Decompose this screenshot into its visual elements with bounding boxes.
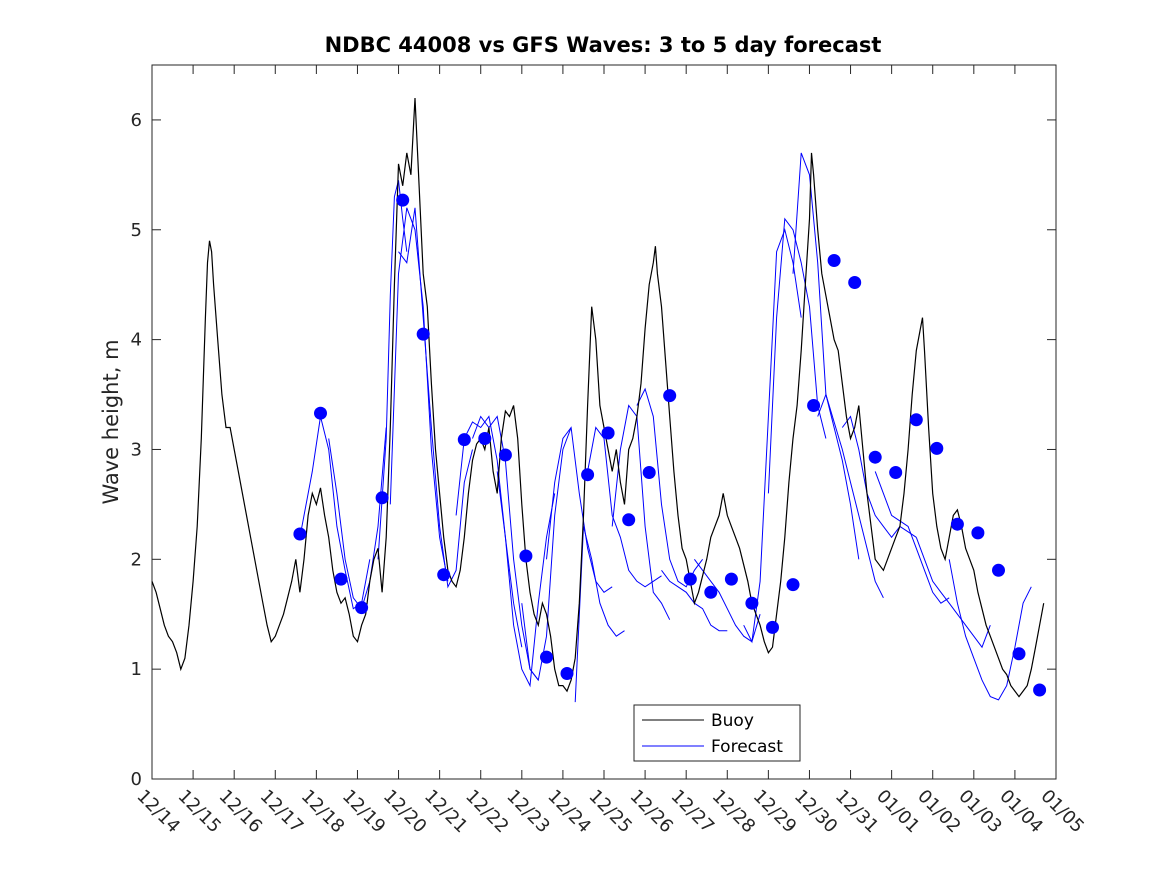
y-tick-label: 6 — [131, 110, 142, 131]
forecast-line — [587, 426, 662, 588]
forecast-marker — [848, 276, 862, 289]
x-tick-label: 12/31 — [831, 786, 883, 838]
forecast-marker — [786, 578, 800, 592]
data-layer — [151, 97, 1047, 703]
forecast-marker — [375, 491, 389, 505]
forecast-marker — [930, 441, 944, 455]
forecast-marker — [868, 450, 882, 464]
y-tick-label: 4 — [131, 330, 142, 351]
x-tick-label: 12/19 — [338, 786, 390, 838]
forecast-line — [767, 217, 827, 494]
forecast-marker — [663, 389, 677, 403]
x-tick-label: 12/16 — [215, 786, 267, 838]
forecast-marker — [498, 448, 512, 462]
x-tick-label: 12/24 — [543, 786, 595, 838]
forecast-marker — [540, 650, 553, 664]
x-tick-label: 12/26 — [626, 786, 678, 838]
forecast-marker — [992, 563, 1005, 577]
forecast-marker — [766, 620, 779, 634]
legend: Buoy Forecast — [633, 704, 801, 762]
forecast-marker — [457, 433, 471, 447]
forecast-marker — [293, 527, 307, 541]
forecast-marker — [622, 513, 636, 527]
forecast-marker — [950, 517, 964, 531]
forecast-line — [611, 404, 671, 620]
forecast-marker — [827, 254, 841, 267]
legend-box — [633, 704, 801, 762]
forecast-line — [546, 426, 613, 593]
x-tick-label: 12/23 — [502, 786, 554, 838]
x-tick-label: 12/28 — [708, 786, 760, 838]
forecast-marker — [745, 596, 759, 610]
forecast-line — [398, 207, 473, 589]
legend-buoy-label: Buoy — [711, 711, 754, 731]
x-tick-label: 01/05 — [1036, 786, 1088, 838]
forecast-line — [693, 559, 761, 643]
forecast-marker — [396, 193, 410, 207]
forecast-line — [915, 537, 991, 649]
legend-forecast-label: Forecast — [711, 737, 783, 757]
y-tick-label: 3 — [131, 439, 142, 460]
forecast-line — [817, 392, 884, 599]
y-tick-label: 2 — [131, 549, 142, 570]
chart-title: NDBC 44008 vs GFS Waves: 3 to 5 day fore… — [325, 33, 882, 57]
x-tick-label: 12/15 — [174, 786, 226, 838]
x-tick-label: 12/27 — [667, 786, 719, 838]
forecast-line — [496, 471, 556, 688]
forecast-marker — [601, 426, 615, 440]
forecast-marker — [909, 413, 923, 427]
plot-area — [151, 64, 1057, 780]
forecast-marker — [704, 585, 718, 599]
y-tick-label: 0 — [131, 769, 142, 790]
forecast-marker — [581, 468, 595, 482]
forecast-marker — [416, 327, 430, 341]
forecast-marker — [971, 526, 985, 540]
x-tick-label: 12/25 — [584, 786, 636, 838]
x-tick-label: 12/21 — [420, 786, 472, 838]
forecast-marker — [889, 466, 903, 479]
x-tick-label: 01/04 — [995, 786, 1047, 838]
forecast-line — [521, 427, 572, 682]
forecast-line — [948, 559, 1032, 701]
forecast-marker — [355, 601, 369, 615]
x-tick-label: 12/22 — [461, 786, 513, 838]
x-tick-label: 12/14 — [132, 786, 184, 838]
forecast-marker — [519, 549, 533, 563]
x-tick-label: 01/02 — [913, 786, 965, 838]
forecast-line — [743, 228, 802, 644]
forecast-marker — [642, 466, 656, 479]
forecast-line — [874, 471, 950, 604]
forecast-marker — [807, 399, 821, 412]
forecast-line — [455, 415, 523, 648]
forecast-marker — [724, 572, 738, 586]
x-tick-label: 12/29 — [749, 786, 801, 838]
x-tick-label: 01/01 — [872, 786, 924, 838]
x-tick-label: 12/18 — [297, 786, 349, 838]
forecast-marker — [334, 572, 348, 586]
x-tick-label: 12/17 — [256, 786, 308, 838]
forecast-marker — [1012, 647, 1026, 661]
forecast-line — [841, 415, 917, 539]
y-tick-label: 1 — [131, 659, 142, 680]
forecast-line — [377, 180, 408, 560]
forecast-marker — [478, 432, 492, 445]
x-tick-label: 12/30 — [790, 786, 842, 838]
forecast-marker — [683, 572, 697, 586]
y-axis-label: Wave height, m — [99, 339, 123, 504]
forecast-marker — [314, 406, 327, 420]
x-tick-label: 01/03 — [954, 786, 1006, 838]
buoy-line — [151, 97, 1045, 698]
forecast-marker — [1033, 683, 1047, 697]
y-tick-label: 5 — [131, 220, 142, 241]
x-tick-label: 12/20 — [379, 786, 431, 838]
forecast-marker — [437, 568, 451, 582]
forecast-marker — [560, 667, 574, 680]
